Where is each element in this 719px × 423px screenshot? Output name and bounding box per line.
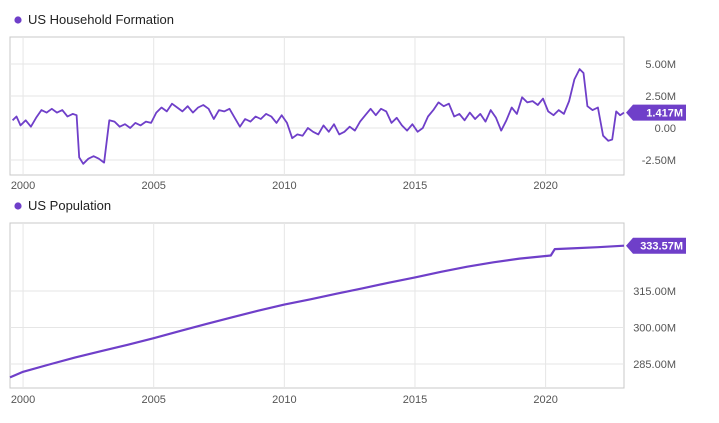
household-last-value: 1.417M [646,108,683,120]
population-panel: US Population 2000 2005 2010 2015 2020 315.0… [9,198,686,406]
household-formation-line [11,68,625,165]
population-y-tick-label: 285.00M [633,359,676,371]
population-x-tick-label: 2000 [11,394,35,406]
household-plot-frame [9,36,625,176]
population-line [9,244,625,379]
household-last-value-badge: 1.417M [626,104,686,121]
population-last-value: 333.57M [640,241,683,253]
household-x-tick-label: 2000 [11,180,35,192]
household-y-tick-label: 2.50M [645,91,676,103]
household-x-tick-label: 2005 [141,180,165,192]
population-x-tick-label: 2005 [141,394,165,406]
population-plot-frame [9,222,625,389]
population-x-tick-label: 2010 [272,394,296,406]
population-legend-label: US Population [28,198,111,213]
population-x-tick-label: 2020 [533,394,557,406]
population-x-tick-label: 2015 [403,394,427,406]
household-formation-panel: US Household Formation 2000 2005 2010 2015 2… [9,12,686,192]
household-x-tick-label: 2010 [272,180,296,192]
population-y-tick-label: 315.00M [633,286,676,298]
population-y-tick-label: 300.00M [633,323,676,335]
household-y-tick-label: 5.00M [645,59,676,71]
population-legend-marker [14,202,22,210]
household-y-tick-label: 0.00 [655,123,676,135]
household-legend-marker [14,16,22,24]
population-last-value-badge: 333.57M [626,237,686,254]
household-legend-label: US Household Formation [28,12,174,27]
household-x-tick-label: 2015 [403,180,427,192]
household-x-tick-label: 2020 [533,180,557,192]
household-y-tick-label: -2.50M [642,155,676,167]
